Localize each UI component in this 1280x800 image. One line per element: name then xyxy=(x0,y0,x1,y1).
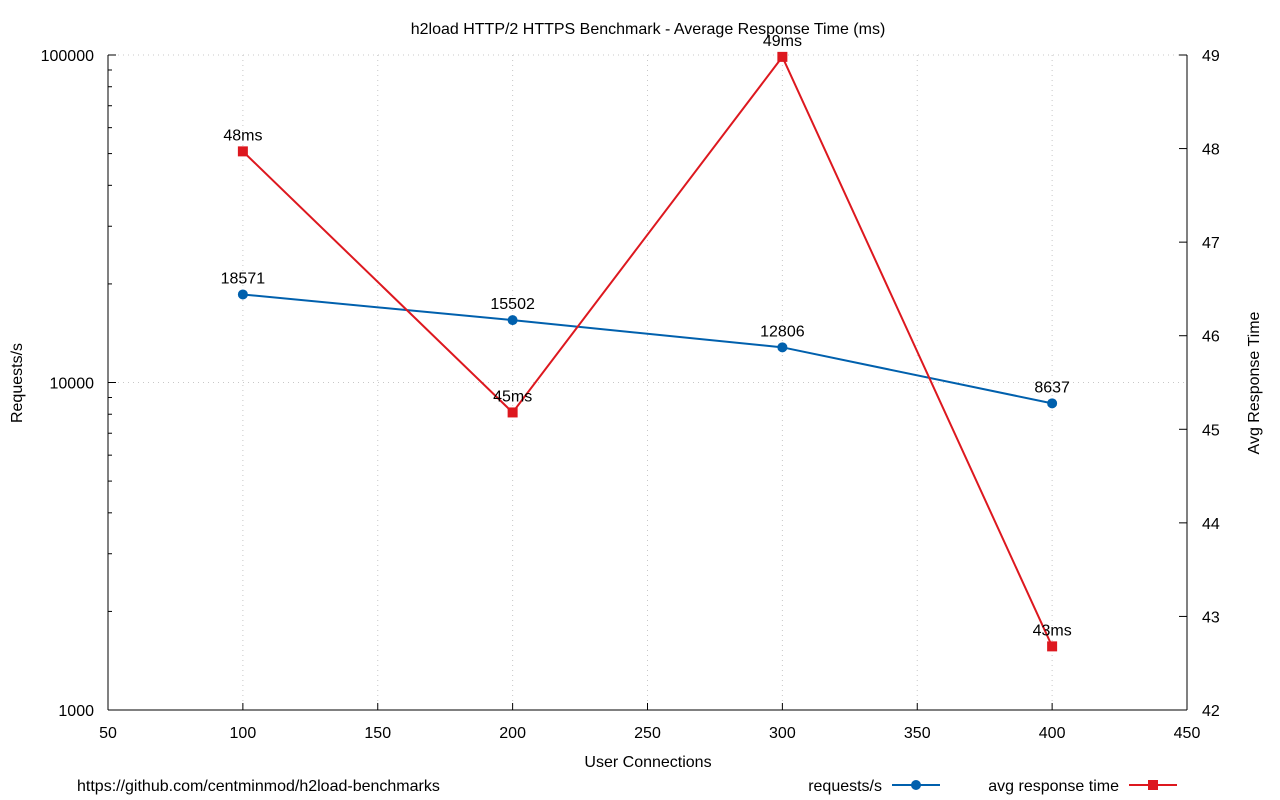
data-point-response xyxy=(777,51,788,62)
data-label-response: 45ms xyxy=(493,388,532,405)
data-label-requests: 8637 xyxy=(1034,379,1070,396)
legend-marker-response xyxy=(1148,780,1158,790)
y2-tick-label: 46 xyxy=(1202,329,1220,346)
y2-tick-label: 48 xyxy=(1202,142,1220,159)
data-label-requests: 15502 xyxy=(490,296,535,313)
x-tick-label: 50 xyxy=(99,725,117,742)
y-tick-label: 100000 xyxy=(41,48,94,65)
y2-tick-label: 47 xyxy=(1202,235,1220,252)
x-tick-label: 200 xyxy=(499,725,526,742)
data-label-response: 43ms xyxy=(1033,622,1072,639)
y2-tick-label: 42 xyxy=(1202,703,1220,720)
legend-label-response: avg response time xyxy=(988,778,1119,795)
data-point-requests xyxy=(777,342,788,353)
x-tick-label: 350 xyxy=(904,725,931,742)
x-tick-label: 450 xyxy=(1174,725,1201,742)
x-tick-label: 300 xyxy=(769,725,796,742)
x-tick-label: 400 xyxy=(1039,725,1066,742)
series-layer xyxy=(237,51,1058,652)
legend-label-requests: requests/s xyxy=(808,778,882,795)
labels-layer: 18571 15502 12806 8637 48ms 45ms 49ms 43ms xyxy=(221,33,1072,639)
legend: requests/s avg response time xyxy=(808,778,1177,795)
legend-marker-requests xyxy=(911,780,921,790)
grid-layer xyxy=(108,54,1187,710)
y2-tick-label: 43 xyxy=(1202,609,1220,626)
x-tick-label: 250 xyxy=(634,725,661,742)
data-point-requests xyxy=(507,315,518,326)
data-label-response: 48ms xyxy=(223,127,262,144)
source-url: https://github.com/centminmod/h2load-ben… xyxy=(77,778,440,795)
y2-tick-label: 49 xyxy=(1202,48,1220,65)
data-point-requests xyxy=(237,289,248,300)
data-label-requests: 18571 xyxy=(221,270,266,287)
x-axis-title: User Connections xyxy=(584,754,711,771)
y-tick-label: 1000 xyxy=(58,703,94,720)
data-label-requests: 12806 xyxy=(760,323,805,340)
chart-title: h2load HTTP/2 HTTPS Benchmark - Average … xyxy=(411,21,886,38)
x-tick-label: 100 xyxy=(230,725,257,742)
y2-axis-title: Avg Response Time xyxy=(1246,311,1263,454)
data-point-response xyxy=(507,407,518,418)
series-line-response xyxy=(242,54,1054,647)
y2-tick-label: 44 xyxy=(1202,516,1220,533)
axes-layer: 50 100 150 200 250 300 350 400 450 1000 10000 10000… xyxy=(41,48,1220,742)
data-point-response xyxy=(237,146,248,157)
y-tick-label: 10000 xyxy=(50,376,95,393)
data-point-requests xyxy=(1047,398,1058,409)
series-line-requests xyxy=(242,293,1053,405)
y-axis-title: Requests/s xyxy=(9,343,26,423)
x-tick-label: 150 xyxy=(364,725,391,742)
data-point-response xyxy=(1047,641,1058,652)
data-label-response: 49ms xyxy=(763,33,802,50)
y2-tick-label: 45 xyxy=(1202,422,1220,439)
